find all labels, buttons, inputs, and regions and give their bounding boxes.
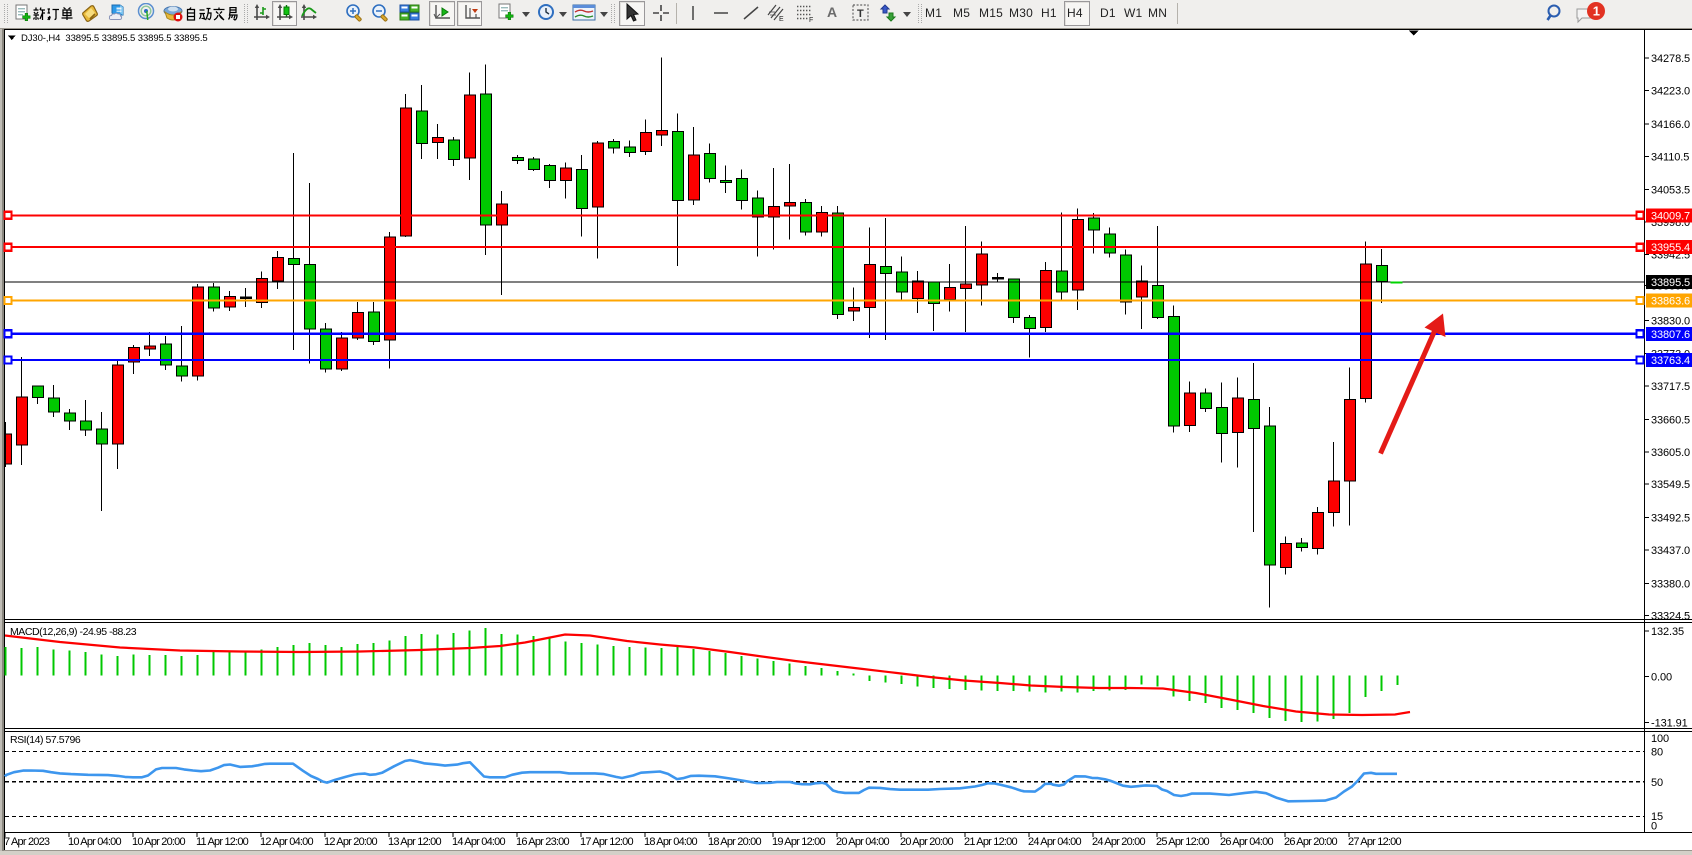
svg-text:50: 50 bbox=[1651, 777, 1663, 789]
svg-text:33324.5: 33324.5 bbox=[1651, 611, 1690, 623]
svg-text:11 Apr 12:00: 11 Apr 12:00 bbox=[196, 836, 249, 848]
svg-text:20 Apr 04:00: 20 Apr 04:00 bbox=[836, 836, 889, 848]
svg-text:DJ30-,H4 33895.5 33895.5 3389: DJ30-,H4 33895.5 33895.5 33895.5 33895.5 bbox=[21, 33, 208, 44]
svg-text:10 Apr 20:00: 10 Apr 20:00 bbox=[132, 836, 185, 848]
svg-text:33763.4: 33763.4 bbox=[1651, 355, 1690, 367]
svg-text:10 Apr 04:00: 10 Apr 04:00 bbox=[68, 836, 121, 848]
svg-text:20 Apr 20:00: 20 Apr 20:00 bbox=[900, 836, 953, 848]
svg-text:34166.0: 34166.0 bbox=[1651, 119, 1690, 131]
svg-text:24 Apr 04:00: 24 Apr 04:00 bbox=[1028, 836, 1081, 848]
svg-text:26 Apr 20:00: 26 Apr 20:00 bbox=[1284, 836, 1337, 848]
svg-text:33807.6: 33807.6 bbox=[1651, 329, 1690, 341]
svg-text:33492.5: 33492.5 bbox=[1651, 513, 1690, 525]
svg-text:13 Apr 12:00: 13 Apr 12:00 bbox=[388, 836, 441, 848]
svg-text:19 Apr 12:00: 19 Apr 12:00 bbox=[772, 836, 825, 848]
svg-text:18 Apr 04:00: 18 Apr 04:00 bbox=[644, 836, 697, 848]
svg-text:33549.5: 33549.5 bbox=[1651, 479, 1690, 491]
svg-text:15: 15 bbox=[1651, 811, 1663, 823]
svg-text:34223.0: 34223.0 bbox=[1651, 86, 1690, 98]
svg-text:0: 0 bbox=[1651, 821, 1657, 833]
svg-text:34053.5: 34053.5 bbox=[1651, 185, 1690, 197]
svg-text:25 Apr 12:00: 25 Apr 12:00 bbox=[1156, 836, 1209, 848]
svg-text:33863.6: 33863.6 bbox=[1651, 296, 1690, 308]
svg-text:RSI(14) 57.5796: RSI(14) 57.5796 bbox=[10, 734, 81, 746]
svg-text:33437.0: 33437.0 bbox=[1651, 545, 1690, 557]
svg-text:16 Apr 23:00: 16 Apr 23:00 bbox=[516, 836, 569, 848]
svg-text:0.00: 0.00 bbox=[1651, 671, 1672, 683]
svg-text:18 Apr 20:00: 18 Apr 20:00 bbox=[708, 836, 761, 848]
svg-text:12 Apr 20:00: 12 Apr 20:00 bbox=[324, 836, 377, 848]
svg-text:33380.0: 33380.0 bbox=[1651, 578, 1690, 590]
svg-text:-131.91: -131.91 bbox=[1651, 718, 1688, 730]
svg-text:F: F bbox=[809, 17, 813, 23]
svg-text:33605.0: 33605.0 bbox=[1651, 447, 1690, 459]
svg-text:33717.5: 33717.5 bbox=[1651, 381, 1690, 393]
svg-text:100: 100 bbox=[1651, 733, 1669, 745]
svg-text:33895.5: 33895.5 bbox=[1651, 277, 1690, 289]
svg-text:MACD(12,26,9) -24.95 -88.23: MACD(12,26,9) -24.95 -88.23 bbox=[10, 626, 137, 638]
svg-text:21 Apr 12:00: 21 Apr 12:00 bbox=[964, 836, 1017, 848]
svg-text:1: 1 bbox=[1593, 4, 1600, 19]
svg-text:T: T bbox=[857, 8, 864, 20]
svg-text:17 Apr 12:00: 17 Apr 12:00 bbox=[580, 836, 633, 848]
svg-text:34278.5: 34278.5 bbox=[1651, 53, 1690, 65]
svg-text:80: 80 bbox=[1651, 746, 1663, 758]
svg-text:132.35: 132.35 bbox=[1651, 626, 1684, 638]
svg-text:27 Apr 12:00: 27 Apr 12:00 bbox=[1348, 836, 1401, 848]
svg-text:34110.5: 34110.5 bbox=[1651, 151, 1689, 163]
svg-text:E: E bbox=[779, 16, 784, 23]
svg-text:14 Apr 04:00: 14 Apr 04:00 bbox=[452, 836, 505, 848]
svg-text:26 Apr 04:00: 26 Apr 04:00 bbox=[1220, 836, 1273, 848]
svg-text:7 Apr 2023: 7 Apr 2023 bbox=[4, 836, 50, 848]
svg-text:34009.7: 34009.7 bbox=[1651, 210, 1690, 222]
svg-text:33830.0: 33830.0 bbox=[1651, 315, 1690, 327]
svg-text:33955.4: 33955.4 bbox=[1651, 242, 1690, 254]
svg-text:24 Apr 20:00: 24 Apr 20:00 bbox=[1092, 836, 1145, 848]
svg-text:33660.5: 33660.5 bbox=[1651, 414, 1690, 426]
svg-text:12 Apr 04:00: 12 Apr 04:00 bbox=[260, 836, 313, 848]
